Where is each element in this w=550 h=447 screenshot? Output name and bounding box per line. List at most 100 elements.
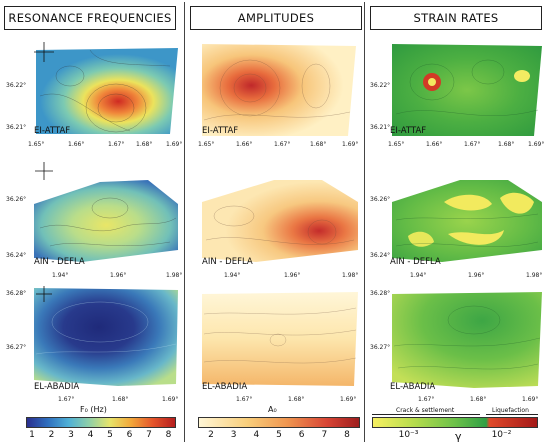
lon-label: 1.65° [198, 141, 215, 148]
contour-fill [36, 48, 178, 134]
site-label: EI-ATTAF [202, 126, 239, 136]
tick-label: 7 [146, 430, 152, 440]
lon-label: 1.94° [224, 272, 241, 279]
column-divider [364, 2, 365, 442]
contour-fill [34, 288, 178, 386]
colorbar-ticks: 10⁻³ γ 10⁻² [372, 430, 538, 444]
compass-icon [35, 162, 53, 180]
lon-label: 1.65° [28, 141, 45, 148]
map-ain-defla-strain [388, 158, 546, 272]
lon-label: 1.69° [528, 141, 545, 148]
lat-label: 36.27° [370, 344, 391, 351]
site-label: AIN - DEFLA [34, 257, 85, 267]
lon-label: 1.96° [110, 272, 127, 279]
contour-fill [202, 292, 358, 386]
colorbar-ticks: 1 2 3 4 5 6 7 8 [26, 430, 176, 444]
lat-label: 36.26° [370, 196, 391, 203]
column-resonance-frequencies: RESONANCE FREQUENCIES 36.22° 36.21° EI-A… [0, 0, 182, 447]
lat-label: 36.21° [370, 124, 391, 131]
map-el-attaf-strain [388, 36, 546, 150]
column-title: AMPLITUDES [190, 6, 362, 30]
lon-label: 1.68° [136, 141, 153, 148]
tick-label: 10⁻³ [398, 430, 419, 440]
contour-fill [202, 180, 358, 262]
range-liquefaction-label: Liquefaction [492, 407, 529, 414]
site-label: AIN - DEFLA [202, 257, 253, 267]
lat-label: 36.22° [6, 82, 27, 89]
site-label: EI-ATTAF [390, 126, 427, 136]
lon-label: 1.69° [162, 396, 179, 403]
tick-label: 2 [208, 430, 214, 440]
lon-label: 1.69° [522, 396, 539, 403]
tick-label: 1 [29, 430, 35, 440]
lon-label: 1.66° [426, 141, 443, 148]
lon-label: 1.94° [410, 272, 427, 279]
lon-label: 1.67° [108, 141, 125, 148]
column-divider [184, 2, 185, 442]
lat-label: 36.22° [370, 82, 391, 89]
tick-label: 10⁻² [491, 430, 512, 440]
tick-label: 3 [230, 430, 237, 440]
lon-label: 1.68° [112, 396, 129, 403]
tick-label: 4 [253, 430, 260, 440]
contour-fill [202, 44, 356, 136]
lon-label: 1.94° [52, 272, 69, 279]
lon-label: 1.68° [310, 141, 327, 148]
map-el-attaf-amplitude [198, 36, 362, 150]
site-label: EL-ABADIA [390, 382, 436, 392]
colorbar-strain [372, 417, 538, 428]
lon-label: 1.96° [468, 272, 485, 279]
site-label: EL-ABADIA [34, 382, 80, 392]
map-ain-defla-amplitude [198, 158, 362, 272]
lat-label: 36.27° [6, 344, 27, 351]
compass-icon [34, 42, 54, 62]
tick-label: 8 [165, 430, 172, 440]
tick-label: 5 [107, 430, 113, 440]
compass-icon [36, 286, 52, 302]
lat-label: 36.28° [370, 290, 391, 297]
colorbar-amplitude [198, 417, 360, 428]
range-liquefaction-line [486, 414, 538, 415]
map-el-abadia-amplitude [198, 284, 362, 398]
colorbar-ticks: 2 3 4 5 6 7 8 [198, 430, 360, 444]
contour-fill [392, 180, 542, 262]
lon-label: 1.65° [388, 141, 405, 148]
colorbar-title: F₀ (Hz) [80, 405, 107, 414]
column-title: STRAIN RATES [370, 6, 542, 30]
tick-label: 3 [68, 430, 74, 440]
lat-label: 36.26° [6, 196, 27, 203]
lon-label: 1.69° [342, 141, 359, 148]
lon-label: 1.68° [498, 141, 515, 148]
colorbar-title: γ [455, 430, 462, 443]
lon-label: 1.67° [274, 141, 291, 148]
tick-label: 2 [48, 430, 55, 440]
lon-label: 1.96° [284, 272, 301, 279]
map-el-abadia-strain [388, 284, 546, 398]
lat-label: 36.24° [370, 252, 391, 259]
tick-label: 7 [321, 430, 328, 440]
column-amplitudes: AMPLITUDES EI-ATTAF 1.65° 1.66° 1.67° 1.… [186, 0, 368, 447]
range-crack-line [372, 414, 480, 415]
tick-label: 8 [344, 430, 350, 440]
lon-label: 1.98° [342, 272, 359, 279]
column-strain-rates: STRAIN RATES 36.22° 36.21° EI-ATTAF 1.65… [366, 0, 548, 447]
column-title: RESONANCE FREQUENCIES [4, 6, 176, 30]
lat-label: 36.24° [6, 252, 27, 259]
tick-label: 6 [126, 430, 133, 440]
contour-fill [34, 180, 178, 262]
site-label: EI-ATTAF [34, 126, 71, 136]
lon-label: 1.67° [464, 141, 481, 148]
map-el-attaf-frequency [30, 36, 180, 150]
lon-label: 1.66° [68, 141, 85, 148]
lon-label: 1.69° [166, 141, 183, 148]
map-ain-defla-frequency [30, 158, 180, 272]
lon-label: 1.68° [470, 396, 487, 403]
lat-label: 36.21° [6, 124, 27, 131]
lon-label: 1.67° [236, 396, 253, 403]
map-el-abadia-frequency [30, 284, 180, 398]
colorbar-title: A₀ [268, 405, 277, 414]
lon-label: 1.66° [236, 141, 253, 148]
lon-label: 1.98° [166, 272, 183, 279]
site-label: AIN - DEFLA [390, 257, 441, 267]
contour-fill [392, 44, 542, 136]
